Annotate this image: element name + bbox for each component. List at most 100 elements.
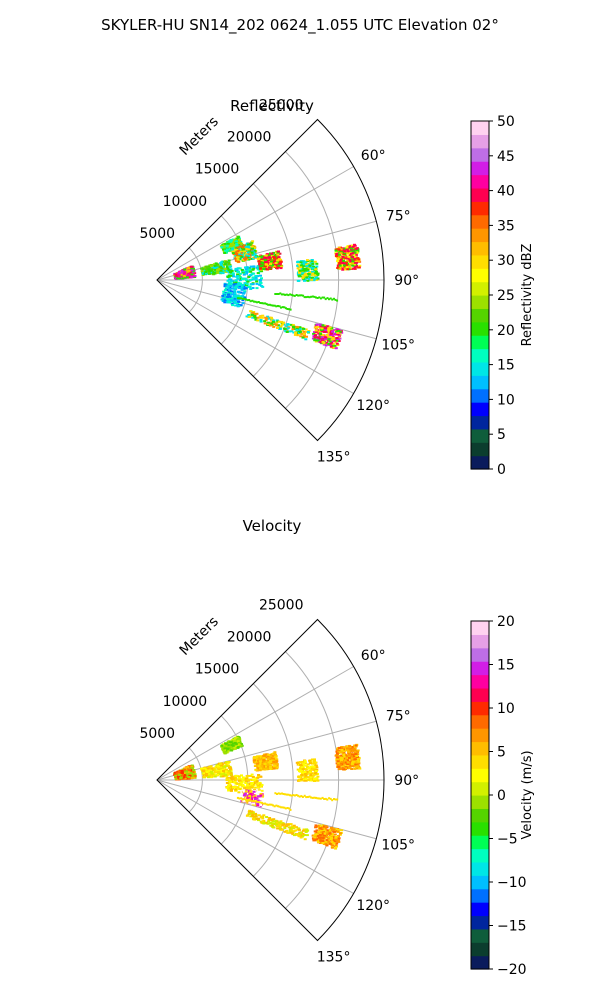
colorbar-segment	[471, 768, 489, 783]
echo-gate	[323, 825, 326, 828]
echo-gate	[347, 753, 351, 756]
echo-gate	[227, 789, 231, 792]
echo-gate	[301, 767, 305, 770]
echo-gate	[284, 793, 287, 796]
echo-gate	[248, 795, 252, 798]
echo-gate	[249, 778, 253, 781]
echo-gate	[253, 780, 257, 782]
echo-gate	[212, 263, 216, 266]
echo-field	[173, 735, 362, 850]
azimuth-tick-label: 75°	[386, 208, 411, 224]
echo-gate	[350, 757, 354, 760]
echo-gate	[209, 271, 213, 274]
echo-gate	[243, 290, 247, 293]
echo-gate	[323, 837, 327, 840]
echo-gate	[266, 268, 270, 271]
echo-gate	[306, 268, 310, 271]
echo-gate	[342, 749, 346, 752]
echo-gate	[332, 828, 336, 831]
echo-gate	[177, 277, 181, 280]
echo-gate	[347, 762, 351, 765]
echo-gate	[256, 762, 260, 765]
echo-gate	[243, 792, 247, 795]
echo-gate	[255, 266, 259, 269]
echo-gate	[342, 253, 346, 255]
echo-gate	[251, 316, 255, 319]
echo-gate	[299, 767, 303, 770]
echo-gate	[270, 753, 274, 756]
echo-gate	[190, 764, 194, 767]
echo-gate	[326, 297, 329, 300]
echo-gate	[316, 297, 319, 299]
echo-gate	[319, 829, 323, 832]
echo-gate	[259, 274, 262, 277]
echo-gate	[284, 307, 287, 310]
echo-gate	[269, 765, 273, 768]
echo-gate	[329, 331, 333, 334]
echo-gate	[259, 804, 262, 807]
echo-gate	[256, 319, 260, 322]
echo-gate	[330, 836, 333, 839]
echo-gate	[277, 805, 279, 808]
echo-gate	[235, 281, 238, 284]
echo-gate	[187, 777, 191, 780]
echo-gate	[261, 820, 265, 823]
echo-gate	[286, 308, 289, 310]
echo-gate	[279, 325, 283, 328]
echo-gate	[234, 280, 238, 283]
echo-gate	[311, 796, 314, 799]
echo-gate	[275, 804, 278, 807]
echo-gate	[252, 251, 256, 254]
echo-gate	[341, 268, 345, 271]
echo-gate	[252, 265, 256, 268]
echo-gate	[333, 332, 337, 335]
echo-gate	[234, 254, 238, 257]
echo-gate	[276, 293, 278, 295]
echo-gate	[296, 326, 300, 329]
sector-frame	[156, 118, 385, 442]
echo-gate	[211, 267, 215, 270]
echo-gate	[300, 264, 303, 267]
echo-gate	[233, 292, 237, 295]
echo-gate	[267, 757, 271, 760]
echo-gate	[306, 295, 309, 298]
echo-gate	[234, 747, 237, 750]
echo-gate	[241, 284, 245, 286]
echo-gate	[343, 746, 347, 749]
echo-gate	[325, 844, 329, 847]
echo-gate	[227, 293, 231, 296]
echo-gate	[264, 761, 268, 764]
echo-gate	[337, 330, 341, 332]
echo-gate	[311, 295, 314, 298]
echo-gate	[231, 304, 235, 307]
echo-gate	[304, 263, 308, 266]
echo-gate	[229, 278, 232, 281]
echo-gate	[248, 798, 251, 801]
echo-gate	[308, 759, 312, 762]
echo-gate	[341, 746, 345, 749]
echo-gate	[249, 265, 253, 268]
echo-gate	[259, 302, 262, 304]
echo-gate	[310, 779, 314, 782]
colorbar-segment	[471, 241, 489, 256]
echo-gate	[256, 268, 260, 271]
echo-gate	[183, 777, 187, 780]
echo-gate	[318, 338, 322, 341]
echo-gate	[254, 800, 257, 803]
azimuth-tick-label: 135°	[317, 450, 351, 466]
echo-gate	[190, 269, 194, 272]
echo-gate	[314, 267, 318, 270]
echo-gate	[339, 258, 343, 261]
echo-gate	[333, 339, 336, 342]
echo-gate	[311, 834, 315, 837]
echo-gate	[265, 803, 268, 806]
echo-gate	[324, 829, 328, 832]
echo-gate	[232, 287, 236, 290]
echo-gate	[288, 807, 291, 810]
echo-gate	[316, 273, 320, 276]
echo-gate	[251, 815, 254, 818]
echo-gate	[311, 762, 314, 765]
echo-gate	[227, 289, 231, 292]
echo-gate	[351, 264, 355, 267]
echo-gate	[271, 826, 275, 829]
